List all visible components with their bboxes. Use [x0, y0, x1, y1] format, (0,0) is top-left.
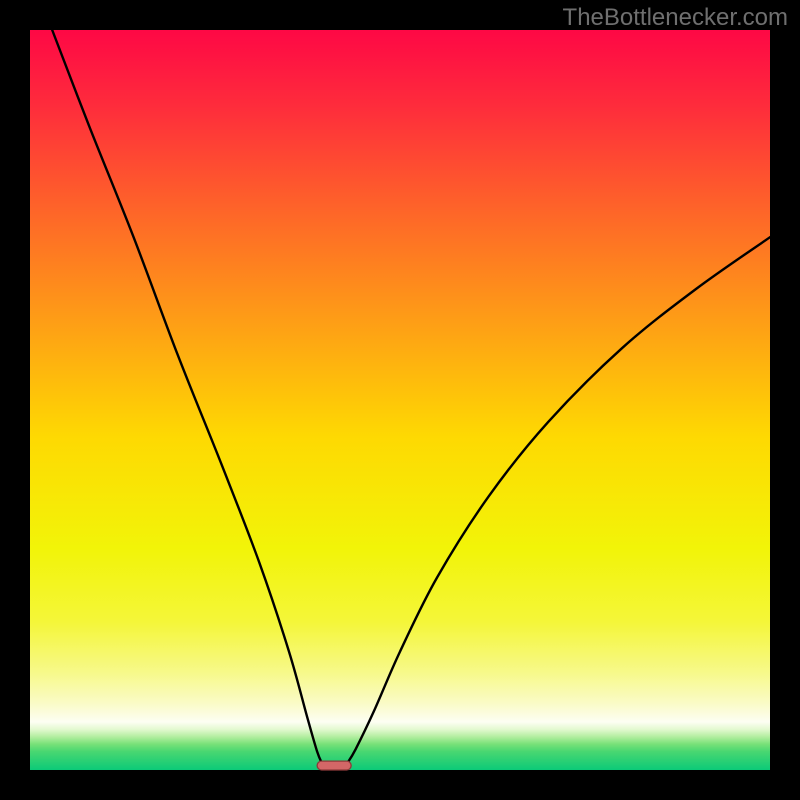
- minimum-marker: [317, 761, 351, 770]
- bottleneck-chart: [0, 0, 800, 800]
- plot-background: [30, 30, 770, 770]
- chart-canvas: TheBottlenecker.com: [0, 0, 800, 800]
